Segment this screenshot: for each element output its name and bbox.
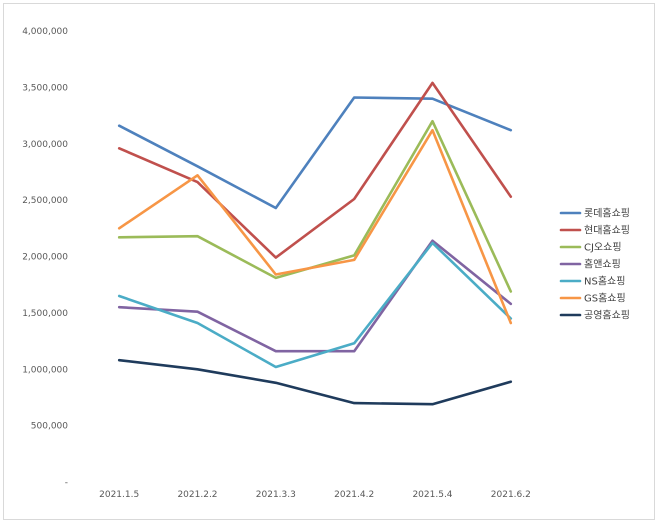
x-tick-label: 2021.2.2 [177,490,217,500]
legend-label: 롯데홈쇼핑 [584,207,630,220]
legend-label: 공영홈쇼핑 [584,309,630,322]
x-tick-label: 2021.4.2 [334,490,374,500]
y-tick-label: 2,000,000 [22,253,68,263]
y-tick-label: - [65,478,68,488]
series-line [117,128,513,325]
y-tick-label: 4,000,000 [22,27,68,37]
series-line [117,239,513,353]
x-tick-label: 2021.5.4 [412,490,452,500]
y-tick-label: 2,500,000 [22,196,68,206]
y-axis: - 500,000 1,000,000 1,500,000 2,000,000 2,500… [22,27,68,488]
series-line [117,96,513,210]
series-line [117,241,513,369]
y-tick-label: 3,000,000 [22,140,68,150]
y-tick-label: 3,500,000 [22,83,68,93]
y-tick-label: 500,000 [31,422,68,432]
y-tick-label: 1,500,000 [22,309,68,319]
legend-label: 홈앤쇼핑 [584,258,621,271]
x-tick-label: 2021.1.5 [99,490,139,500]
x-tick-label: 2021.3.3 [256,490,296,500]
x-tick-label: 2021.6.2 [491,490,531,500]
legend-label: 현대홈쇼핑 [584,224,630,237]
series-line [117,81,513,259]
legend-label: GS홈쇼핑 [584,292,626,305]
y-tick-label: 1,000,000 [22,365,68,375]
series-lines [117,81,513,406]
series-line [117,358,513,406]
legend-label: CJ오쇼핑 [584,242,622,254]
legend-label: NS홈쇼핑 [584,275,625,288]
x-axis: 2021.1.5 2021.2.2 2021.3.3 2021.4.2 2021.5.4… [99,490,531,500]
